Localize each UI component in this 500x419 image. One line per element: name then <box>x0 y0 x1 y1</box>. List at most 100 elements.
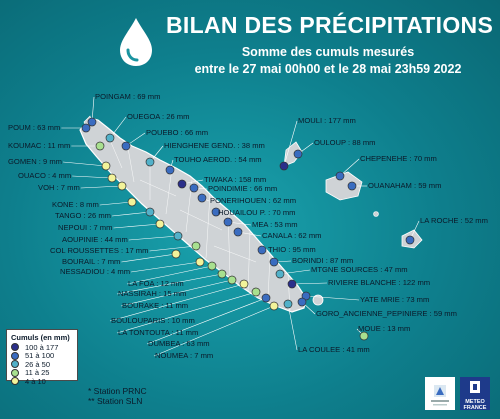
station-leader-line <box>116 273 223 295</box>
station-label: MEA : 53 mm <box>252 220 298 229</box>
note-sln: ** Station SLN <box>88 396 143 406</box>
station-marker <box>223 217 233 227</box>
station-label: CHEPENEHE : 70 mm <box>360 154 437 163</box>
station-label: BOULOUPARIS : 10 mm <box>111 316 195 325</box>
station-marker <box>257 245 267 255</box>
station-label: NESSADIOU : 4 mm <box>60 267 131 276</box>
station-marker <box>359 331 369 341</box>
government-emblem-icon <box>431 385 449 406</box>
station-marker <box>189 183 199 193</box>
station-label: KONE : 8 mm <box>52 200 99 209</box>
station-marker <box>297 297 307 307</box>
station-label: LA FOA : 12 mm <box>128 279 184 288</box>
station-marker <box>155 219 165 229</box>
legend: Cumuls (en mm) 100 à 177 51 à 100 26 à 5… <box>6 329 78 386</box>
legend-swatch <box>11 343 19 352</box>
station-label: LA ROCHE : 52 mm <box>420 216 488 225</box>
station-label: BOURAKE : 11 mm <box>122 301 189 310</box>
station-label: NOUMEA : 7 mm <box>155 351 214 360</box>
station-marker <box>107 173 117 183</box>
header: BILAN DES PRÉCIPITATIONS Somme des cumul… <box>0 0 500 90</box>
station-leader-line <box>120 279 233 307</box>
station-marker <box>81 123 91 133</box>
tiga-islet <box>373 211 379 217</box>
station-leader-line <box>283 120 298 167</box>
meteo-france-emblem-icon <box>470 381 480 393</box>
station-leader-line <box>291 282 328 285</box>
station-label: OUANAHAM : 59 mm <box>368 181 442 190</box>
station-leader-line <box>99 201 133 206</box>
station-label: BORINDI : 87 mm <box>292 256 354 265</box>
station-label: POUEBO : 66 mm <box>146 128 209 137</box>
legend-swatch <box>11 377 19 386</box>
subtitle-line-1: Somme des cumuls mesurés <box>241 45 415 59</box>
legend-label: 11 à 25 <box>25 368 50 378</box>
station-label: PONERIHOUEN : 62 mm <box>210 196 297 205</box>
legend-row: 11 à 25 <box>11 368 73 378</box>
station-marker <box>87 117 97 127</box>
station-marker <box>145 207 155 217</box>
station-marker <box>173 231 183 241</box>
station-leader-line <box>287 303 298 351</box>
station-leader-line <box>116 291 257 334</box>
station-marker <box>207 261 217 271</box>
station-label: KOUMAC : 11 mm <box>8 141 71 150</box>
station-leader-line <box>149 245 197 252</box>
station-leader-line <box>153 305 275 357</box>
station-label: POINDIMIE : 66 mm <box>208 184 278 193</box>
station-label: VOH : 7 mm <box>38 183 80 192</box>
legend-label: 51 à 100 <box>25 351 55 361</box>
station-leader-line <box>279 269 311 275</box>
station-label: BOURAIL : 7 mm <box>62 257 121 266</box>
station-label: YATE MRIE : 73 mm <box>360 295 430 304</box>
station-leader-line <box>126 265 213 285</box>
legend-row: 100 à 177 <box>11 343 73 352</box>
legend-swatch <box>11 351 19 360</box>
station-marker <box>269 301 279 311</box>
station-marker <box>283 299 293 309</box>
station-notes: * Station PRNC ** Station SLN <box>88 386 147 406</box>
station-label: POUM : 63 mm <box>8 123 61 132</box>
station-label: POINGAM : 69 mm <box>95 92 161 101</box>
subtitle-line-2: entre le 27 mai 00h00 et le 28 mai 23h59… <box>194 62 462 76</box>
station-label: NASSIRAH : 15 mm <box>118 289 187 298</box>
station-marker <box>171 249 181 259</box>
station-marker <box>227 275 237 285</box>
station-marker <box>287 279 297 289</box>
station-label: RIVIERE BLANCHE : 122 mm <box>328 278 431 287</box>
station-markers <box>81 117 415 341</box>
station-label: NEPOUI : 7 mm <box>58 223 113 232</box>
legend-row: 4 à 10 <box>11 377 73 386</box>
station-label: OUACO : 4 mm <box>18 171 72 180</box>
ile-des-pins <box>312 294 324 306</box>
lifou-island <box>325 171 363 201</box>
station-marker <box>217 269 227 279</box>
station-marker <box>239 279 249 289</box>
station-label: TIWAKA : 158 mm <box>204 175 267 184</box>
station-label: CANALA : 62 mm <box>262 231 322 240</box>
government-logo <box>425 377 455 410</box>
station-label: COL ROUSSETTES : 17 mm <box>50 246 149 255</box>
station-marker <box>275 269 285 279</box>
station-marker <box>293 149 303 159</box>
station-label: LA COULEE : 41 mm <box>298 345 370 354</box>
station-label: LA TONTOUTA : 11 mm <box>118 328 199 337</box>
legend-label: 100 à 177 <box>25 342 59 352</box>
station-marker <box>301 291 311 301</box>
meteo-france-logo: METEO FRANCE <box>460 377 490 411</box>
station-marker <box>347 181 357 191</box>
station-marker <box>269 257 279 267</box>
station-leader-line <box>121 253 177 263</box>
station-marker <box>105 133 115 143</box>
station-marker <box>195 257 205 267</box>
station-leader-line <box>111 211 151 217</box>
station-label: HIENGHENE GEND. : 38 mm <box>164 141 265 150</box>
station-leader-line <box>146 297 267 345</box>
legend-swatch <box>11 368 19 377</box>
legend-title: Cumuls (en mm) <box>11 333 70 342</box>
station-marker <box>121 141 131 151</box>
station-label: MTGNE SOURCES : 47 mm <box>311 265 408 274</box>
station-marker <box>251 287 261 297</box>
station-label: OULOUP : 88 mm <box>314 138 376 147</box>
